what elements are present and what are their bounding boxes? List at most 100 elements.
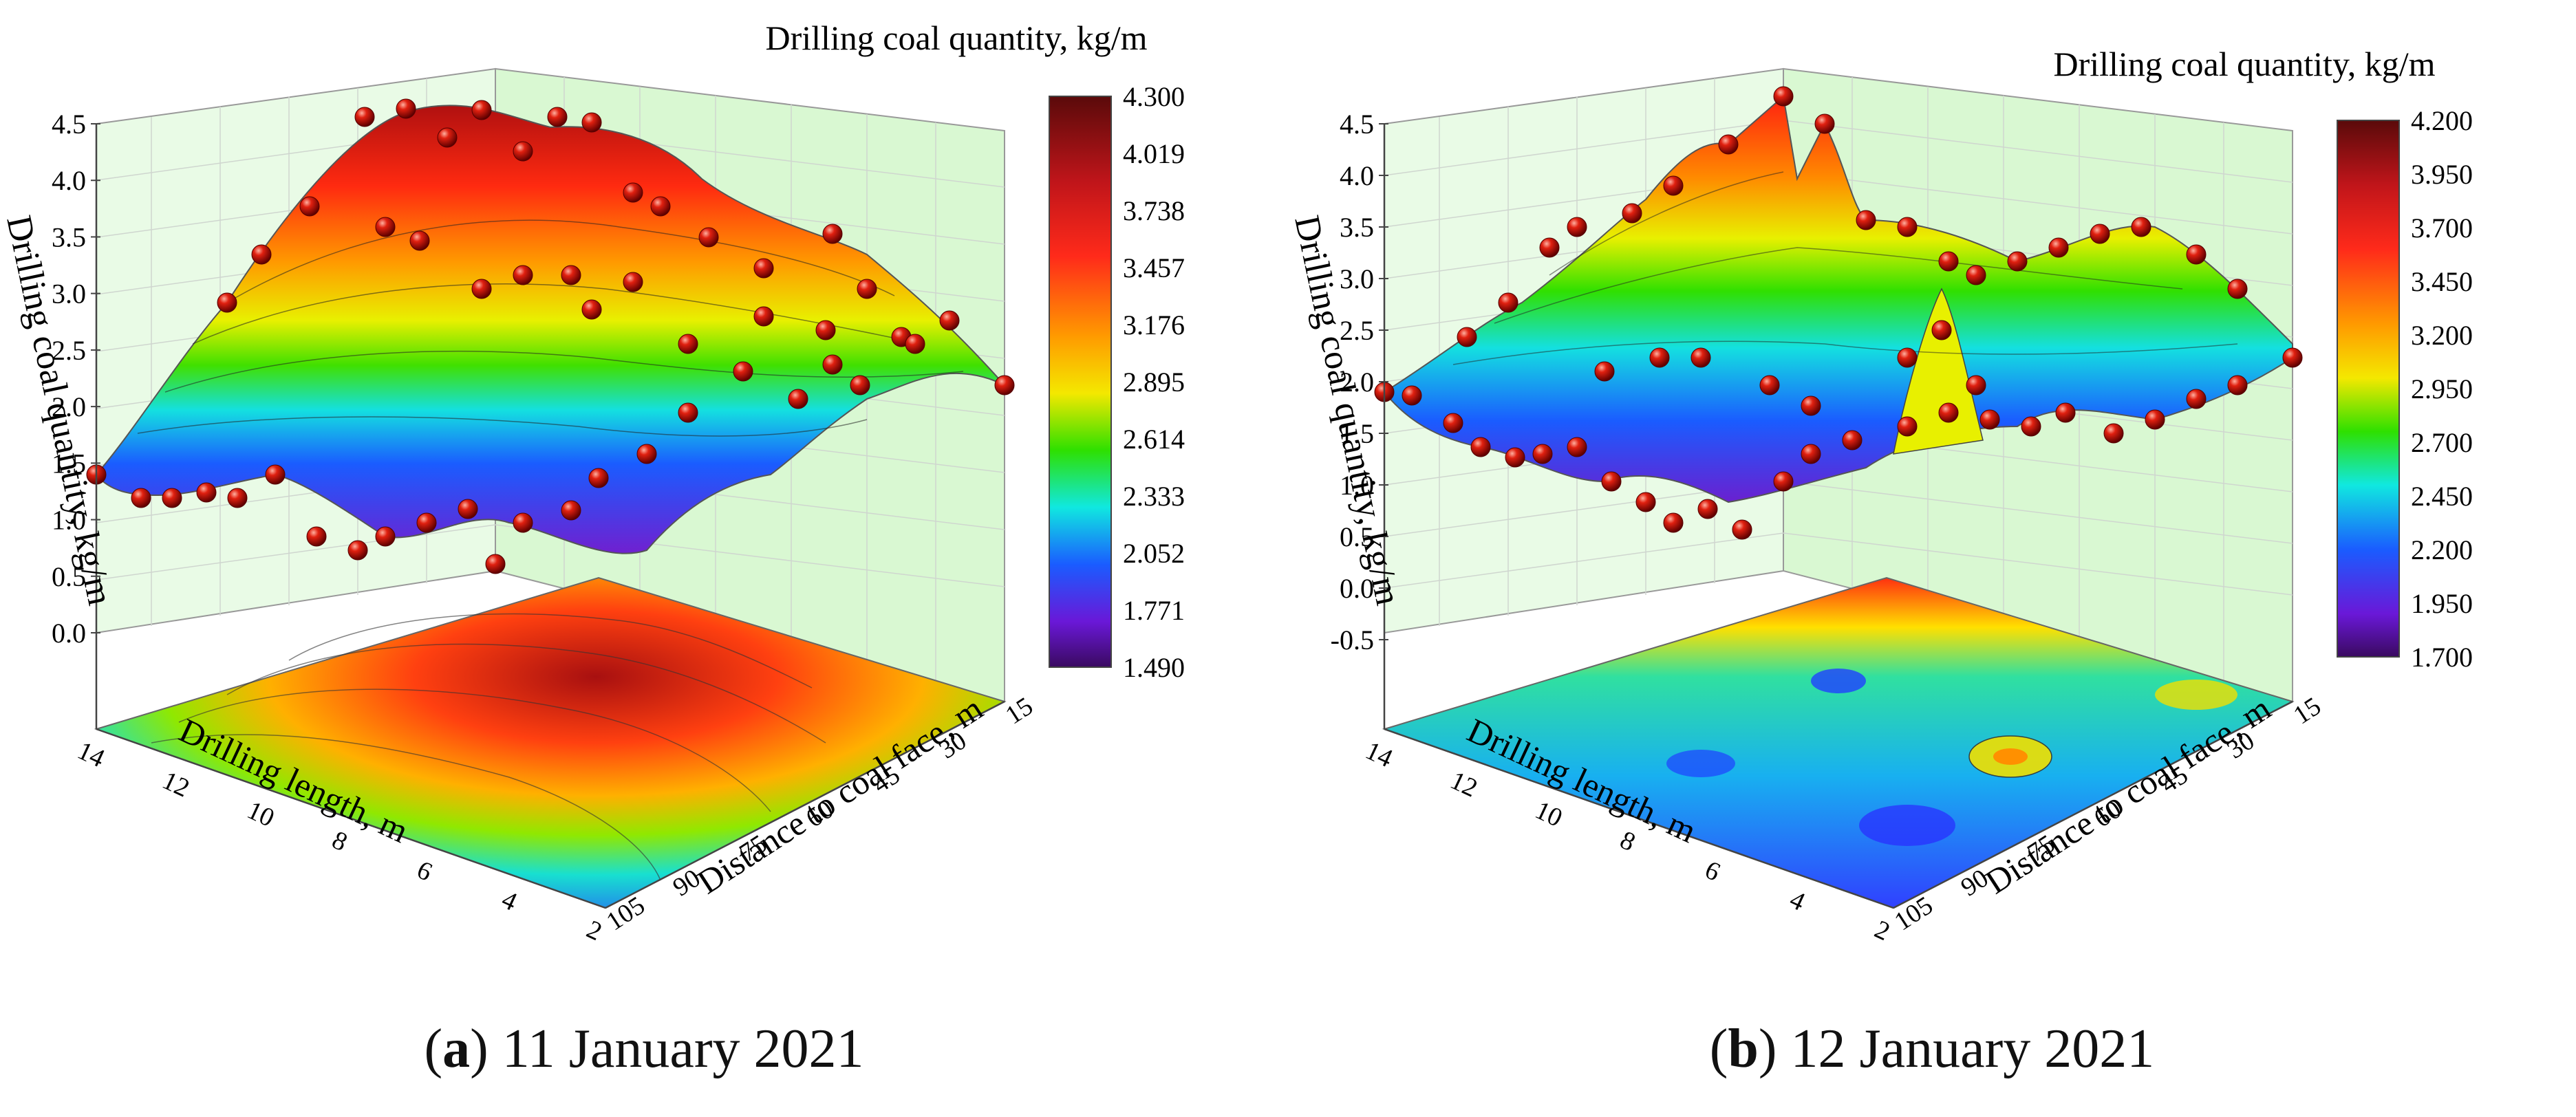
sample-point bbox=[788, 389, 808, 409]
sample-point bbox=[347, 540, 368, 561]
sample-point bbox=[1759, 375, 1780, 395]
z-tick-label: 0.5 bbox=[1340, 521, 1374, 552]
x-tick-label: 6 bbox=[413, 855, 437, 887]
z-tick-label: 4.0 bbox=[52, 165, 86, 196]
sample-point bbox=[753, 306, 774, 327]
z-tick-label: 1.5 bbox=[52, 448, 86, 479]
caption-b: (b) 12 January 2021 bbox=[1709, 1019, 2155, 1079]
z-tick-label: -0.5 bbox=[1331, 625, 1374, 655]
sample-point bbox=[1505, 447, 1525, 468]
sample-point bbox=[1773, 471, 1794, 492]
sample-point bbox=[471, 100, 492, 120]
sample-point bbox=[1443, 413, 1463, 433]
colorbar-tick-label: 2.333 bbox=[1123, 481, 1185, 512]
colorbar-tick-label: 1.950 bbox=[2411, 588, 2473, 619]
colorbar-tick-label: 3.700 bbox=[2411, 213, 2473, 243]
sample-point bbox=[396, 98, 416, 119]
sample-point bbox=[678, 402, 698, 423]
sample-point bbox=[623, 182, 643, 203]
surface-chart-b: 4.5 4.0 3.5 3.0 2.5 2.0 1.5 1.0 0.5 0.0 -0.5 14 12 1… bbox=[1287, 45, 2473, 946]
z-tick-label: 2.5 bbox=[1340, 315, 1374, 346]
x-tick-label: 12 bbox=[1446, 766, 1482, 803]
sample-point bbox=[458, 499, 478, 519]
colorbar-ticks-b: 4.200 3.950 3.700 3.450 3.200 2.950 2.700 2.450… bbox=[2411, 105, 2473, 673]
sample-point bbox=[1539, 237, 1560, 258]
z-ticks-a: 4.5 4.0 3.5 3.0 2.5 2.0 1.5 1.0 0.5 0.0 bbox=[52, 109, 100, 649]
sample-point bbox=[1649, 347, 1670, 368]
z-tick-label: 3.5 bbox=[1340, 212, 1374, 243]
sample-point bbox=[2103, 423, 2124, 444]
floor-contours bbox=[151, 613, 826, 881]
sample-point bbox=[196, 482, 217, 503]
sample-point bbox=[1697, 499, 1718, 519]
colorbar-tick-label: 3.457 bbox=[1123, 252, 1185, 283]
colorbar-title-a: Drilling coal quantity, kg/m bbox=[765, 19, 1147, 57]
z-tick-label: 3.0 bbox=[52, 279, 86, 310]
colorbar-tick-label: 1.490 bbox=[1123, 652, 1185, 683]
sample-point bbox=[1966, 375, 1986, 395]
caption-date-b: 12 January 2021 bbox=[1790, 1019, 2155, 1079]
caption-date-a: 11 January 2021 bbox=[502, 1019, 864, 1079]
colorbar-b bbox=[2337, 120, 2400, 658]
z-tick-label: 0.0 bbox=[52, 618, 86, 649]
sample-point bbox=[1931, 320, 1952, 340]
colorbar-tick-label: 3.200 bbox=[2411, 320, 2473, 351]
sample-point bbox=[2227, 375, 2248, 395]
x-tick-label: 2 bbox=[582, 915, 606, 946]
sample-point bbox=[822, 224, 843, 244]
y-tick-label: 15 bbox=[2288, 692, 2326, 730]
sample-point bbox=[1635, 492, 1656, 512]
z-tick-label: 2.5 bbox=[52, 335, 86, 366]
floor-features bbox=[1666, 669, 2237, 846]
sample-point bbox=[306, 526, 327, 547]
sample-point bbox=[1842, 430, 1863, 451]
z-tick-label: 3.5 bbox=[52, 221, 86, 252]
sample-point bbox=[2021, 416, 2041, 437]
sample-point bbox=[2090, 224, 2110, 244]
sample-point bbox=[1690, 347, 1711, 368]
colorbar-tick-label: 4.300 bbox=[1123, 81, 1185, 112]
x-tick-label: 8 bbox=[1616, 825, 1640, 857]
sample-point bbox=[588, 468, 609, 488]
sample-point bbox=[994, 375, 1015, 395]
sample-point bbox=[733, 361, 753, 382]
colorbar-tick-label: 2.450 bbox=[2411, 481, 2473, 512]
sample-point bbox=[2048, 237, 2069, 258]
sample-point bbox=[251, 244, 272, 265]
z-tick-label: 4.5 bbox=[1340, 109, 1374, 140]
panel-a: 4.5 4.0 3.5 3.0 2.5 2.0 1.5 1.0 0.5 0.0 14 12 10 8 6 4… bbox=[0, 19, 1185, 1079]
sample-point bbox=[162, 488, 182, 508]
sample-point bbox=[416, 512, 437, 533]
colorbar-tick-label: 3.950 bbox=[2411, 159, 2473, 190]
colorbar-tick-label: 1.771 bbox=[1123, 595, 1185, 626]
sample-point bbox=[485, 554, 506, 574]
sample-point bbox=[678, 334, 698, 354]
colorbar-tick-label: 2.614 bbox=[1123, 424, 1185, 455]
sample-point bbox=[1470, 437, 1491, 457]
sample-point bbox=[857, 279, 877, 299]
sample-point bbox=[437, 127, 458, 148]
sample-point bbox=[1979, 409, 2000, 430]
sample-point bbox=[513, 512, 533, 533]
colorbar-ticks-a: 4.300 4.019 3.738 3.457 3.176 2.895 2.614 2.333… bbox=[1123, 81, 1185, 683]
sample-point bbox=[299, 196, 320, 217]
sample-point bbox=[1897, 416, 1918, 437]
z-tick-label: 1.0 bbox=[52, 505, 86, 536]
sample-point bbox=[1732, 519, 1752, 540]
colorbar-tick-label: 4.019 bbox=[1123, 138, 1185, 169]
sample-point bbox=[471, 279, 492, 299]
data-points-b bbox=[1374, 86, 2303, 540]
z-tick-label: 1.0 bbox=[1340, 470, 1374, 501]
sample-point bbox=[2186, 244, 2207, 265]
sample-point bbox=[1594, 361, 1615, 382]
colorbar-tick-label: 1.700 bbox=[2411, 642, 2473, 673]
surface-mesh bbox=[1383, 95, 2293, 503]
sample-point bbox=[513, 141, 533, 162]
colorbar-tick-label: 4.200 bbox=[2411, 105, 2473, 136]
sample-point bbox=[1814, 113, 1835, 134]
z-tick-label: 2.0 bbox=[52, 391, 86, 422]
sample-point bbox=[822, 354, 843, 375]
sample-point bbox=[1966, 265, 1986, 285]
sample-point bbox=[131, 488, 151, 508]
x-tick-label: 14 bbox=[73, 736, 109, 773]
